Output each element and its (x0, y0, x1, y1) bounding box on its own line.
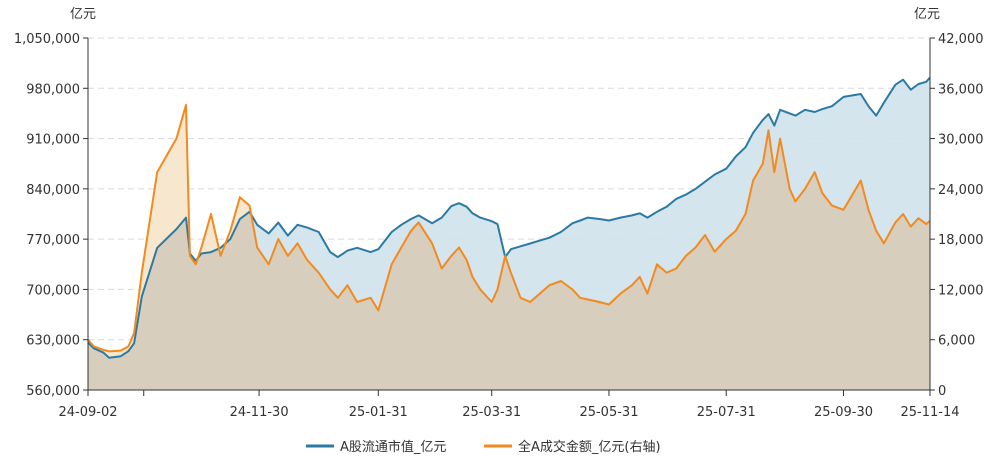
x-tick-label: 25-03-31 (462, 405, 521, 420)
right-tick-label: 0 (938, 384, 946, 399)
left-tick-label: 910,000 (26, 133, 80, 148)
left-axis-unit: 亿元 (70, 7, 96, 22)
left-tick-label: 770,000 (26, 233, 80, 248)
x-tick-label: 25-09-30 (814, 405, 873, 420)
right-tick-label: 30,000 (938, 133, 984, 148)
chart-lines (87, 76, 931, 359)
left-tick-label: 560,000 (26, 384, 80, 399)
legend-item-market-cap[interactable]: A股流通市值_亿元 (306, 439, 446, 455)
overlap-area (88, 105, 930, 390)
chart-axes: 1,050,000 42,000 980,000 36,000 910,000 30,00… (14, 32, 984, 420)
right-axis-unit: 亿元 (914, 7, 940, 22)
right-tick-label: 6,000 (938, 334, 975, 349)
left-tick-label: 700,000 (26, 283, 80, 298)
right-tick-label: 18,000 (938, 233, 984, 248)
turnover-line (87, 104, 931, 353)
x-tick-label: 25-07-31 (697, 405, 756, 420)
right-tick-label: 36,000 (938, 82, 984, 97)
right-tick-label: 24,000 (938, 183, 984, 198)
x-tick-label: 25-05-31 (579, 405, 638, 420)
x-tick-label: 24-09-02 (58, 405, 117, 420)
legend-label-turnover: 全A成交金额_亿元(右轴) (518, 439, 661, 455)
legend: A股流通市值_亿元 全A成交金额_亿元(右轴) (306, 439, 661, 455)
legend-item-turnover[interactable]: 全A成交金额_亿元(右轴) (484, 439, 661, 455)
legend-label-market-cap: A股流通市值_亿元 (340, 439, 446, 455)
right-tick-label: 12,000 (938, 283, 984, 298)
right-tick-label: 42,000 (938, 32, 984, 47)
left-tick-label: 840,000 (26, 183, 80, 198)
left-tick-label: 1,050,000 (14, 32, 80, 47)
x-tick-label: 25-11-14 (900, 405, 959, 420)
chart-areas (88, 77, 930, 390)
left-tick-label: 980,000 (26, 82, 80, 97)
x-tick-label: 25-01-31 (349, 405, 408, 420)
x-tick-label: 24-11-30 (230, 405, 289, 420)
left-tick-label: 630,000 (26, 334, 80, 349)
